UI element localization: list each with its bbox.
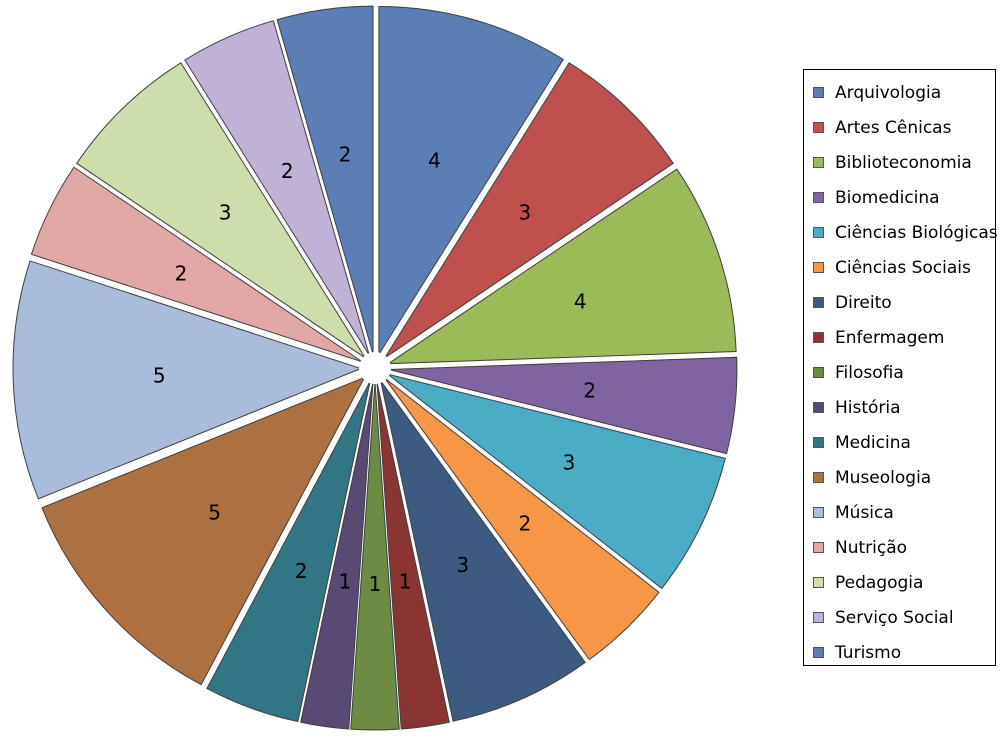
legend-swatch bbox=[813, 332, 824, 343]
slice-data-label: 3 bbox=[519, 201, 532, 225]
legend-item: Ciências Biológicas bbox=[804, 215, 998, 250]
legend-label: Arquivologia bbox=[835, 82, 942, 103]
legend-item: História bbox=[804, 390, 995, 425]
legend-swatch bbox=[813, 402, 824, 413]
legend-item: Serviço Social bbox=[804, 600, 995, 635]
pie-slice-arquivologia bbox=[378, 6, 564, 357]
pie-slice-artes-cenicas bbox=[384, 62, 674, 359]
pie-slice-enfermagem bbox=[376, 381, 450, 730]
legend-item: Museologia bbox=[804, 460, 995, 495]
legend-swatch bbox=[813, 87, 824, 98]
legend-item: Turismo bbox=[804, 635, 995, 670]
legend-item: Nutrição bbox=[804, 530, 995, 565]
legend-label: Medicina bbox=[835, 432, 911, 453]
slice-data-label: 2 bbox=[519, 511, 532, 535]
slice-data-label: 3 bbox=[219, 201, 232, 225]
legend-label: Biomedicina bbox=[835, 187, 940, 208]
legend-item: Música bbox=[804, 495, 995, 530]
pie-center-gap bbox=[359, 352, 391, 384]
legend-label: Filosofia bbox=[835, 362, 904, 383]
legend-swatch bbox=[813, 542, 824, 553]
slice-data-label: 5 bbox=[153, 364, 166, 388]
slice-data-label: 2 bbox=[583, 379, 596, 403]
legend-label: Turismo bbox=[835, 642, 902, 663]
pie-slice-turismo bbox=[276, 5, 374, 355]
slice-data-label: 2 bbox=[281, 159, 294, 183]
legend-item: Pedagogia bbox=[804, 565, 995, 600]
legend-label: Artes Cênicas bbox=[835, 117, 952, 138]
pie-slice-pedagogia bbox=[76, 62, 366, 359]
legend-label: História bbox=[835, 397, 901, 418]
legend-swatch bbox=[813, 157, 824, 168]
legend-swatch bbox=[813, 647, 824, 658]
legend-item: Filosofia bbox=[804, 355, 995, 390]
pie-slice-museologia bbox=[41, 376, 366, 686]
slice-data-label: 2 bbox=[339, 142, 352, 166]
slice-data-label: 2 bbox=[295, 559, 308, 583]
legend-swatch bbox=[813, 577, 824, 588]
legend-item: Artes Cênicas bbox=[804, 110, 995, 145]
legend-swatch bbox=[813, 472, 824, 483]
legend-item: Enfermagem bbox=[804, 320, 995, 355]
slice-data-label: 1 bbox=[399, 570, 412, 594]
legend-item: Biblioteconomia bbox=[804, 145, 995, 180]
legend-swatch bbox=[813, 262, 824, 273]
legend-label: Museologia bbox=[835, 467, 932, 488]
legend-swatch bbox=[813, 612, 824, 623]
legend-item: Direito bbox=[804, 285, 995, 320]
legend-label: Biblioteconomia bbox=[835, 152, 972, 173]
legend-item: Arquivologia bbox=[804, 75, 995, 110]
legend-label: Serviço Social bbox=[835, 607, 954, 628]
legend-label: Enfermagem bbox=[835, 327, 945, 348]
legend-label: Ciências Biológicas bbox=[835, 222, 998, 243]
legend-item: Biomedicina bbox=[804, 180, 995, 215]
slice-data-label: 4 bbox=[428, 149, 441, 173]
legend-swatch bbox=[813, 437, 824, 448]
slice-data-label: 2 bbox=[175, 261, 188, 285]
legend-label: Direito bbox=[835, 292, 892, 313]
pie-slice-biomedicina bbox=[388, 356, 738, 455]
pie-slice-medicina bbox=[206, 380, 371, 723]
legend-item: Medicina bbox=[804, 425, 995, 460]
pie-slice-ciencias-sociais bbox=[384, 377, 660, 661]
legend-swatch bbox=[813, 192, 824, 203]
legend: Arquivologia Artes Cênicas Biblioteconomia… bbox=[803, 69, 998, 666]
legend-label: Nutrição bbox=[835, 537, 908, 558]
pie-slice-musica bbox=[12, 260, 363, 500]
slice-data-label: 3 bbox=[563, 451, 576, 475]
pie-slice-filosofia bbox=[350, 381, 400, 731]
legend-label: Ciências Sociais bbox=[835, 257, 971, 278]
slice-data-label: 4 bbox=[574, 289, 587, 313]
legend-swatch bbox=[813, 367, 824, 378]
pie-slice-direito bbox=[380, 380, 586, 722]
legend-swatch bbox=[813, 297, 824, 308]
slice-data-label: 1 bbox=[369, 572, 382, 596]
pie-slice-servico-social bbox=[184, 20, 370, 356]
legend-swatch bbox=[813, 122, 824, 133]
pie-slice-historia bbox=[300, 381, 374, 730]
legend-label: Pedagogia bbox=[835, 572, 924, 593]
slice-data-label: 3 bbox=[456, 553, 469, 577]
slice-data-label: 5 bbox=[208, 500, 221, 524]
legend-swatch bbox=[813, 507, 824, 518]
legend-label: Música bbox=[835, 502, 894, 523]
pie-slice-biblioteconomia bbox=[386, 168, 737, 365]
pie-slice-ciencias-biologicas bbox=[387, 373, 726, 590]
pie-slice-nutricao bbox=[30, 166, 363, 363]
legend-item: Ciências Sociais bbox=[804, 250, 995, 285]
legend-swatch bbox=[813, 227, 824, 238]
slice-data-label: 1 bbox=[339, 570, 352, 594]
